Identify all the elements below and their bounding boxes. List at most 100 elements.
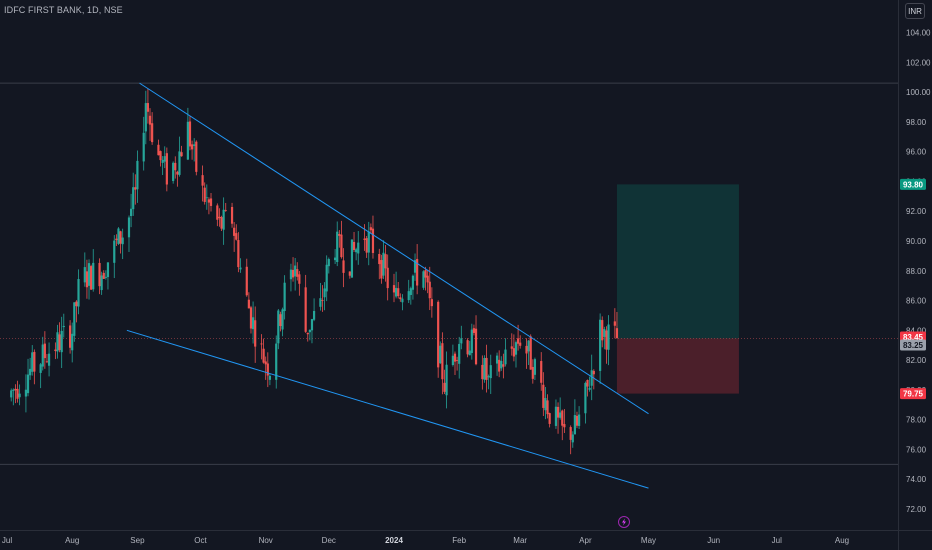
target-zone[interactable] bbox=[616, 184, 739, 339]
candle[interactable] bbox=[73, 302, 76, 336]
candle[interactable] bbox=[340, 234, 343, 258]
candle[interactable] bbox=[151, 123, 154, 143]
trendline-0[interactable] bbox=[139, 82, 649, 415]
candle[interactable] bbox=[540, 361, 543, 383]
candle[interactable] bbox=[474, 328, 478, 365]
candle[interactable] bbox=[411, 275, 415, 290]
candle[interactable] bbox=[12, 389, 15, 391]
candle[interactable] bbox=[306, 332, 309, 335]
candle[interactable] bbox=[531, 366, 534, 379]
candle[interactable] bbox=[384, 254, 387, 269]
candle[interactable] bbox=[71, 333, 74, 351]
candle[interactable] bbox=[127, 217, 131, 238]
candle[interactable] bbox=[230, 206, 234, 224]
candle[interactable] bbox=[310, 319, 314, 331]
candle[interactable] bbox=[571, 434, 574, 443]
candle[interactable] bbox=[249, 307, 253, 329]
candle[interactable] bbox=[437, 301, 440, 368]
candle[interactable] bbox=[254, 320, 257, 347]
candle[interactable] bbox=[117, 228, 120, 244]
candle[interactable] bbox=[426, 275, 429, 283]
candle[interactable] bbox=[146, 103, 150, 112]
candle[interactable] bbox=[397, 288, 400, 297]
candle[interactable] bbox=[342, 260, 345, 273]
candle[interactable] bbox=[174, 162, 177, 171]
candle[interactable] bbox=[47, 353, 51, 366]
candle[interactable] bbox=[205, 197, 208, 199]
candle[interactable] bbox=[468, 350, 471, 356]
candle[interactable] bbox=[323, 288, 326, 298]
candle[interactable] bbox=[201, 175, 204, 186]
candle[interactable] bbox=[239, 267, 242, 270]
candle[interactable] bbox=[407, 291, 410, 301]
candle[interactable] bbox=[87, 263, 91, 286]
candle[interactable] bbox=[510, 346, 513, 349]
candle[interactable] bbox=[144, 103, 147, 132]
candle[interactable] bbox=[279, 314, 282, 327]
candle[interactable] bbox=[115, 238, 118, 241]
candle[interactable] bbox=[413, 260, 417, 273]
candle[interactable] bbox=[233, 227, 236, 236]
candle[interactable] bbox=[556, 406, 560, 418]
candle[interactable] bbox=[319, 298, 322, 307]
candle[interactable] bbox=[336, 231, 339, 263]
candle[interactable] bbox=[516, 338, 520, 344]
candle[interactable] bbox=[113, 240, 116, 263]
candle[interactable] bbox=[441, 343, 444, 380]
candle[interactable] bbox=[487, 376, 490, 378]
candle[interactable] bbox=[237, 240, 240, 268]
candle[interactable] bbox=[357, 242, 360, 254]
stop-zone[interactable] bbox=[616, 338, 739, 394]
candle[interactable] bbox=[453, 353, 457, 362]
candle[interactable] bbox=[575, 415, 579, 426]
symbol-title[interactable]: IDFC FIRST BANK, 1D, NSE bbox=[4, 5, 123, 15]
candle[interactable] bbox=[512, 348, 515, 357]
candle[interactable] bbox=[283, 282, 286, 312]
candle[interactable] bbox=[136, 160, 139, 190]
candle[interactable] bbox=[573, 415, 576, 435]
candle[interactable] bbox=[355, 249, 358, 253]
candle[interactable] bbox=[121, 237, 124, 245]
candle[interactable] bbox=[29, 368, 32, 376]
candle[interactable] bbox=[298, 274, 301, 284]
candle[interactable] bbox=[386, 267, 389, 289]
candle[interactable] bbox=[266, 363, 269, 376]
candle[interactable] bbox=[525, 345, 528, 354]
candle[interactable] bbox=[485, 357, 488, 380]
candle[interactable] bbox=[275, 343, 278, 380]
candle[interactable] bbox=[100, 275, 103, 291]
candle[interactable] bbox=[31, 352, 34, 372]
candle[interactable] bbox=[569, 427, 572, 440]
candle[interactable] bbox=[245, 266, 248, 296]
candle[interactable] bbox=[56, 332, 59, 352]
candle[interactable] bbox=[601, 320, 604, 341]
candle[interactable] bbox=[41, 344, 44, 367]
candle[interactable] bbox=[247, 299, 250, 309]
candle[interactable] bbox=[203, 187, 206, 202]
candle[interactable] bbox=[529, 336, 532, 370]
candle[interactable] bbox=[430, 299, 433, 307]
candle[interactable] bbox=[603, 329, 606, 337]
candle[interactable] bbox=[304, 287, 307, 332]
candle[interactable] bbox=[10, 390, 13, 398]
candle[interactable] bbox=[563, 424, 566, 428]
candle[interactable] bbox=[90, 266, 93, 290]
candle[interactable] bbox=[129, 208, 133, 217]
candle[interactable] bbox=[561, 410, 564, 426]
candle[interactable] bbox=[458, 343, 461, 364]
currency-button[interactable]: INR bbox=[905, 3, 925, 19]
candle[interactable] bbox=[327, 259, 330, 267]
candle[interactable] bbox=[502, 364, 505, 367]
candle[interactable] bbox=[159, 151, 162, 161]
candle[interactable] bbox=[18, 393, 21, 398]
candle[interactable] bbox=[409, 288, 412, 295]
candle[interactable] bbox=[527, 340, 530, 352]
candle[interactable] bbox=[209, 198, 213, 206]
candle[interactable] bbox=[224, 210, 227, 212]
candle[interactable] bbox=[348, 271, 351, 276]
candle[interactable] bbox=[157, 144, 160, 156]
candle[interactable] bbox=[308, 329, 311, 333]
candle[interactable] bbox=[176, 171, 179, 175]
candle[interactable] bbox=[519, 342, 522, 346]
candle[interactable] bbox=[445, 364, 448, 396]
